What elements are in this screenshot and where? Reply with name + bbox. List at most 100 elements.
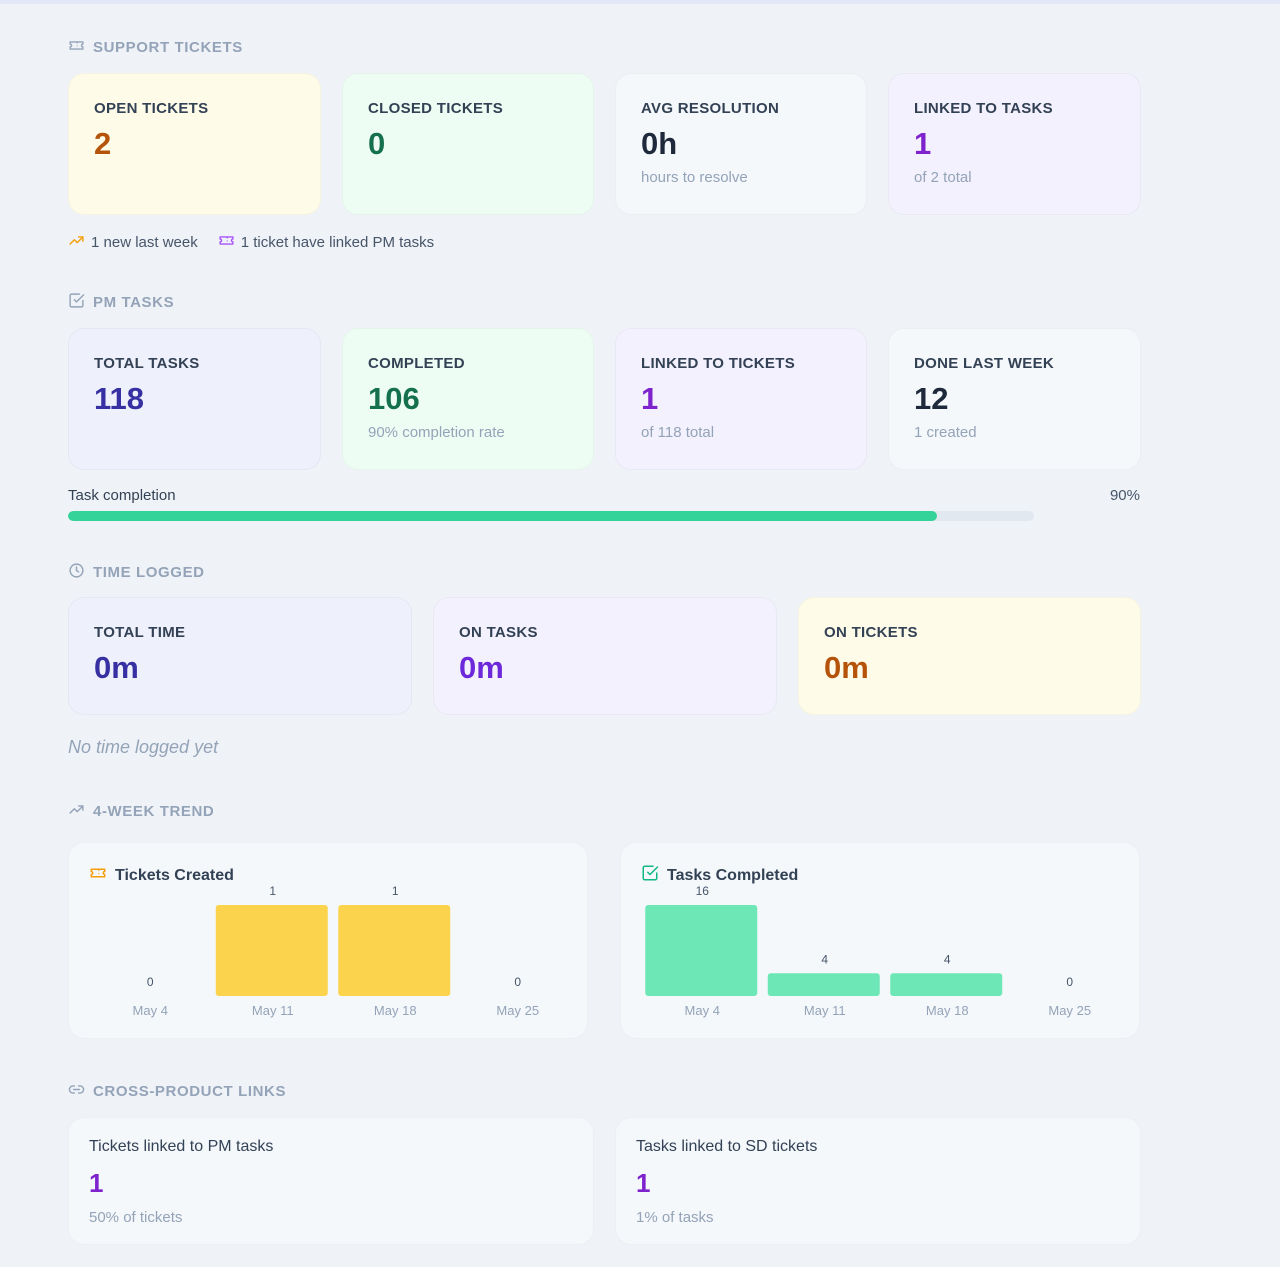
- bar-may-4: [645, 905, 758, 996]
- card-label: LINKED TO TASKS: [914, 100, 1053, 117]
- category-label: May 18: [374, 1003, 417, 1018]
- on-tickets-card[interactable]: ON TICKETS 0m: [798, 597, 1141, 715]
- card-value: 0m: [824, 650, 869, 685]
- time-section-title: TIME LOGGED: [68, 562, 205, 582]
- no-time-logged: No time logged yet: [68, 737, 219, 757]
- checkbox-icon: [68, 292, 85, 313]
- link-card-label: Tasks linked to SD tickets: [636, 1138, 818, 1155]
- category-label: May 25: [1048, 1003, 1091, 1018]
- card-label: COMPLETED: [368, 355, 465, 372]
- time-title-text: TIME LOGGED: [93, 563, 205, 581]
- tasks-completed-chart: 16 May 4 4 May 11 4 May 18 0 May 25 Tasks Compl…: [620, 842, 1140, 1039]
- card-label: CLOSED TICKETS: [368, 100, 504, 117]
- link-card-sub: 50% of tickets: [89, 1209, 183, 1226]
- trend-section-title: 4-WEEK TREND: [68, 801, 214, 821]
- card-sub: hours to resolve: [641, 169, 748, 186]
- card-value: 0m: [94, 650, 139, 685]
- bar-value-label: 1: [269, 884, 276, 898]
- tickets-linked-card[interactable]: Tickets linked to PM tasks 1 50% of tick…: [68, 1117, 594, 1245]
- support-section-title: SUPPORT TICKETS: [68, 37, 243, 57]
- support-title-text: SUPPORT TICKETS: [93, 38, 243, 56]
- card-value: 12: [914, 381, 949, 416]
- pm-section-title: PM TASKS: [68, 292, 174, 312]
- chart-title: Tickets Created: [89, 864, 234, 887]
- top-border: [0, 0, 1280, 4]
- card-value: 0m: [459, 650, 504, 685]
- pm-cards: TOTAL TASKS 118 COMPLETED 106 90% comple…: [68, 328, 1141, 470]
- progress-fill: [68, 511, 938, 521]
- card-value: 118: [94, 381, 145, 416]
- done-last-week-card[interactable]: DONE LAST WEEK 12 1 created: [888, 328, 1141, 470]
- tasks-linked-card[interactable]: Tasks linked to SD tickets 1 1% of tasks: [615, 1117, 1141, 1245]
- trending-up-icon: [68, 801, 85, 822]
- completed-card[interactable]: COMPLETED 106 90% completion rate: [342, 328, 594, 470]
- chart-title-text: Tickets Created: [115, 866, 234, 884]
- link-card-value: 1: [89, 1168, 104, 1198]
- on-tasks-card[interactable]: ON TASKS 0m: [433, 597, 777, 715]
- tickets-created-chart: 0 May 4 1 May 11 1 May 18 0 May 25 Tickets Crea…: [68, 842, 588, 1039]
- card-label: AVG RESOLUTION: [641, 100, 780, 117]
- bar-value-label: 4: [944, 952, 951, 966]
- chart-title-text: Tasks Completed: [667, 866, 799, 884]
- link-card-label: Tickets linked to PM tasks: [89, 1138, 274, 1155]
- bar-value-label: 0: [147, 975, 154, 989]
- bar-may-11: [767, 973, 880, 996]
- tickets-chart-svg: 0 May 4 1 May 11 1 May 18 0 May 25: [133, 884, 540, 1018]
- link-card-sub: 1% of tasks: [636, 1209, 714, 1226]
- ticket-icon: [89, 864, 107, 887]
- checkbox-icon: [641, 864, 659, 887]
- card-sub: of 2 total: [914, 169, 972, 186]
- category-label: May 18: [926, 1003, 969, 1018]
- ticket-icon: [218, 232, 235, 253]
- progress-percent: 90%: [1109, 487, 1140, 504]
- total-tasks-card[interactable]: TOTAL TASKS 118: [68, 328, 321, 470]
- card-label: ON TICKETS: [824, 624, 918, 641]
- time-cards: TOTAL TIME 0m ON TASKS 0m ON TICKETS 0m: [68, 597, 1141, 715]
- card-value: 1: [641, 381, 659, 416]
- avg-resolution-card[interactable]: AVG RESOLUTION 0h hours to resolve: [615, 73, 867, 215]
- card-value: 1: [914, 126, 932, 161]
- category-label: May 11: [252, 1003, 294, 1018]
- category-label: May 4: [133, 1003, 168, 1018]
- bar-value-label: 0: [514, 975, 521, 989]
- chart-title: Tasks Completed: [641, 864, 798, 887]
- card-label: DONE LAST WEEK: [914, 355, 1055, 372]
- card-label: ON TASKS: [459, 624, 538, 641]
- links-title-text: CROSS-PRODUCT LINKS: [93, 1082, 287, 1100]
- pm-title-text: PM TASKS: [93, 293, 175, 311]
- card-label: OPEN TICKETS: [94, 100, 209, 117]
- bar-may-11: [215, 905, 328, 996]
- card-sub: 90% completion rate: [368, 424, 505, 441]
- trending-up-icon: [68, 232, 85, 253]
- linked-pm-note: 1 ticket have linked PM tasks: [218, 232, 434, 253]
- links-section-title: CROSS-PRODUCT LINKS: [68, 1081, 286, 1101]
- card-label: TOTAL TASKS: [94, 355, 200, 372]
- open-tickets-card[interactable]: OPEN TICKETS 2: [68, 73, 321, 215]
- link-icon: [68, 1081, 85, 1102]
- bar-may-18: [338, 905, 451, 996]
- new-last-week-note: 1 new last week: [68, 232, 198, 253]
- bar-value-label: 4: [821, 952, 828, 966]
- card-value: 106: [368, 381, 420, 416]
- card-label: LINKED TO TICKETS: [641, 355, 795, 372]
- progress-label: Task completion: [68, 487, 176, 504]
- linked-to-tickets-card[interactable]: LINKED TO TICKETS 1 of 118 total: [615, 328, 867, 470]
- progress-bar: [68, 511, 1034, 521]
- card-value: 0h: [641, 126, 678, 161]
- card-sub: of 118 total: [641, 424, 715, 441]
- clock-icon: [68, 562, 85, 583]
- ticket-icon: [68, 37, 85, 58]
- card-value: 2: [94, 126, 112, 161]
- support-cards: OPEN TICKETS 2 CLOSED TICKETS 0 AVG RESO…: [68, 73, 1141, 215]
- total-time-card[interactable]: TOTAL TIME 0m: [68, 597, 412, 715]
- tasks-chart-svg: 16 May 4 4 May 11 4 May 18 0 May 25: [645, 884, 1091, 1018]
- category-label: May 11: [804, 1003, 846, 1018]
- link-card-value: 1: [636, 1168, 651, 1198]
- category-label: May 25: [496, 1003, 539, 1018]
- trend-title-text: 4-WEEK TREND: [93, 802, 215, 820]
- note-text: 1 ticket have linked PM tasks: [240, 234, 435, 251]
- bar-value-label: 0: [1066, 975, 1073, 989]
- linked-to-tasks-card[interactable]: LINKED TO TASKS 1 of 2 total: [888, 73, 1141, 215]
- closed-tickets-card[interactable]: CLOSED TICKETS 0: [342, 73, 594, 215]
- card-value: 0: [368, 126, 386, 161]
